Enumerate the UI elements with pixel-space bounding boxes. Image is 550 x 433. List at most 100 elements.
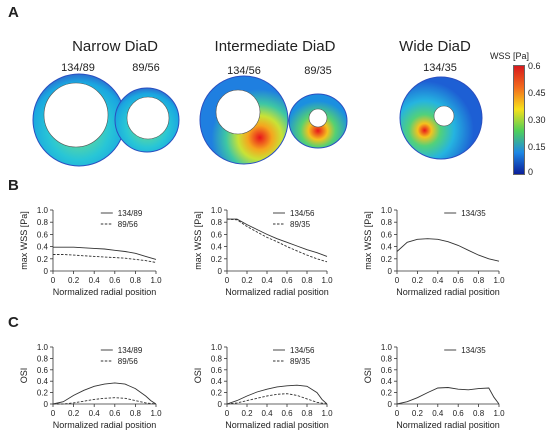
x-axis-label: Normalized radial position: [53, 287, 157, 297]
y-axis-label: OSI: [363, 368, 373, 384]
x-tick-label: 1.0: [493, 409, 505, 418]
x-axis-label: Normalized radial position: [53, 420, 157, 430]
legend-label: 134/35: [461, 346, 486, 355]
ring-label-89-35: 89/35: [304, 65, 332, 77]
group-title-narrow: Narrow DiaD: [72, 38, 158, 55]
y-tick-label: 0.2: [381, 255, 393, 264]
y-tick-label: 0.6: [211, 230, 223, 239]
x-tick-label: 0: [395, 409, 400, 418]
legend-label: 134/89: [118, 346, 143, 355]
chart-c-3: 0 0.2 0.4 0.6 0.8 1.0 0 0.2 0.4 0.6 0.8 1.0 Normaliz…: [363, 343, 505, 430]
chart-c-1: 0 0.2 0.4 0.6 0.8 1.0 0 0.2 0.4 0.6 0.8 1.0 Normaliz…: [19, 343, 162, 430]
y-tick-label: 0.8: [381, 354, 393, 363]
y-axis-label: max WSS [Pa]: [19, 211, 29, 270]
x-tick-label: 0.2: [68, 409, 80, 418]
ring-label-134-35: 134/35: [423, 62, 457, 74]
y-tick-label: 0: [388, 400, 393, 409]
x-tick-label: 0: [225, 276, 230, 285]
panel-letter-c: C: [8, 314, 19, 331]
x-tick-label: 0.4: [432, 409, 444, 418]
chart-c-2: 0 0.2 0.4 0.6 0.8 1.0 0 0.2 0.4 0.6 0.8 1.0 Normaliz…: [193, 343, 333, 430]
x-tick-label: 0.6: [109, 409, 121, 418]
y-tick-label: 0.2: [37, 255, 49, 264]
y-tick-label: 0: [218, 267, 223, 276]
y-tick-label: 0: [44, 267, 49, 276]
panel-letter-a: A: [8, 4, 19, 21]
colorbar-tick: 0.45: [528, 88, 546, 98]
ring-134-35: [399, 76, 483, 160]
colorbar-tick: 0.30: [528, 115, 546, 125]
x-tick-label: 0.4: [89, 409, 101, 418]
ring-label-89-56: 89/56: [132, 62, 160, 74]
x-tick-label: 0.2: [241, 409, 253, 418]
x-tick-label: 1.0: [150, 409, 162, 418]
y-tick-label: 0.8: [381, 218, 393, 227]
series-line-89-56: [53, 254, 157, 263]
colorbar-tick: 0.6: [528, 61, 541, 71]
ring-134-56: [199, 75, 289, 165]
legend-label: 134/89: [118, 209, 143, 218]
legend-label: 89/35: [290, 220, 311, 229]
y-tick-label: 1.0: [211, 206, 223, 215]
series-line-134-56: [227, 218, 328, 257]
series-line-89-56: [53, 397, 157, 405]
colorbar-tick: 0.15: [528, 142, 546, 152]
x-axis-label: Normalized radial position: [396, 420, 500, 430]
x-tick-label: 0.8: [301, 276, 313, 285]
y-tick-label: 0: [44, 400, 49, 409]
series-line-134-89: [53, 246, 157, 260]
y-tick-label: 0.4: [211, 243, 223, 252]
ring-89-35: [288, 93, 348, 149]
y-tick-label: 1.0: [37, 343, 49, 352]
y-axis-label: OSI: [193, 368, 203, 384]
y-tick-label: 0.8: [211, 218, 223, 227]
x-tick-label: 0.4: [261, 276, 273, 285]
series-line-134-35: [396, 238, 500, 262]
y-tick-label: 0.6: [37, 230, 49, 239]
x-tick-label: 0.8: [473, 409, 485, 418]
group-title-intermediate: Intermediate DiaD: [214, 38, 336, 55]
legend-label: 89/56: [118, 357, 139, 366]
y-tick-label: 1.0: [37, 206, 49, 215]
y-tick-label: 0.6: [381, 230, 393, 239]
chart-b-3: 0 0.2 0.4 0.6 0.8 1.0 0 0.2 0.4 0.6 0.8 1.0 Normaliz…: [363, 206, 505, 297]
wss-ring-maps: [32, 73, 483, 167]
x-tick-label: 0.4: [89, 276, 101, 285]
x-tick-label: 0.4: [432, 276, 444, 285]
y-tick-label: 0.4: [381, 377, 393, 386]
y-tick-label: 0: [388, 267, 393, 276]
colorbar: [513, 65, 525, 175]
x-tick-label: 0.6: [281, 409, 293, 418]
y-tick-label: 0.2: [37, 389, 49, 398]
x-tick-label: 0: [51, 276, 56, 285]
y-tick-label: 0.8: [211, 354, 223, 363]
legend-label: 134/56: [290, 346, 315, 355]
y-tick-label: 0.6: [211, 366, 223, 375]
series-line-89-35: [226, 218, 328, 263]
ring-label-134-89: 134/89: [61, 62, 95, 74]
x-tick-label: 0.4: [261, 409, 273, 418]
legend-label: 89/35: [290, 357, 311, 366]
x-tick-label: 1.0: [493, 276, 505, 285]
x-tick-label: 0.6: [453, 276, 465, 285]
series-line-134-89: [52, 382, 157, 405]
x-axis-label: Normalized radial position: [225, 420, 329, 430]
x-tick-label: 1.0: [321, 276, 333, 285]
colorbar-title: WSS [Pa]: [490, 51, 530, 61]
x-tick-label: 0.6: [109, 276, 121, 285]
y-tick-label: 0.4: [37, 243, 49, 252]
x-tick-label: 0.8: [301, 409, 313, 418]
y-tick-label: 0.6: [37, 366, 49, 375]
y-tick-label: 0.2: [211, 255, 223, 264]
x-tick-label: 0.2: [412, 276, 424, 285]
series-line-134-35: [396, 387, 500, 405]
y-tick-label: 0.6: [381, 366, 393, 375]
ring-134-89: [32, 73, 126, 167]
y-tick-label: 0.4: [211, 377, 223, 386]
x-tick-label: 1.0: [150, 276, 162, 285]
y-axis-label: max WSS [Pa]: [193, 211, 203, 270]
series-line-134-56: [226, 384, 328, 405]
ring-89-56: [114, 87, 180, 153]
ring-label-134-56: 134/56: [227, 65, 261, 77]
x-tick-label: 0.8: [130, 409, 142, 418]
